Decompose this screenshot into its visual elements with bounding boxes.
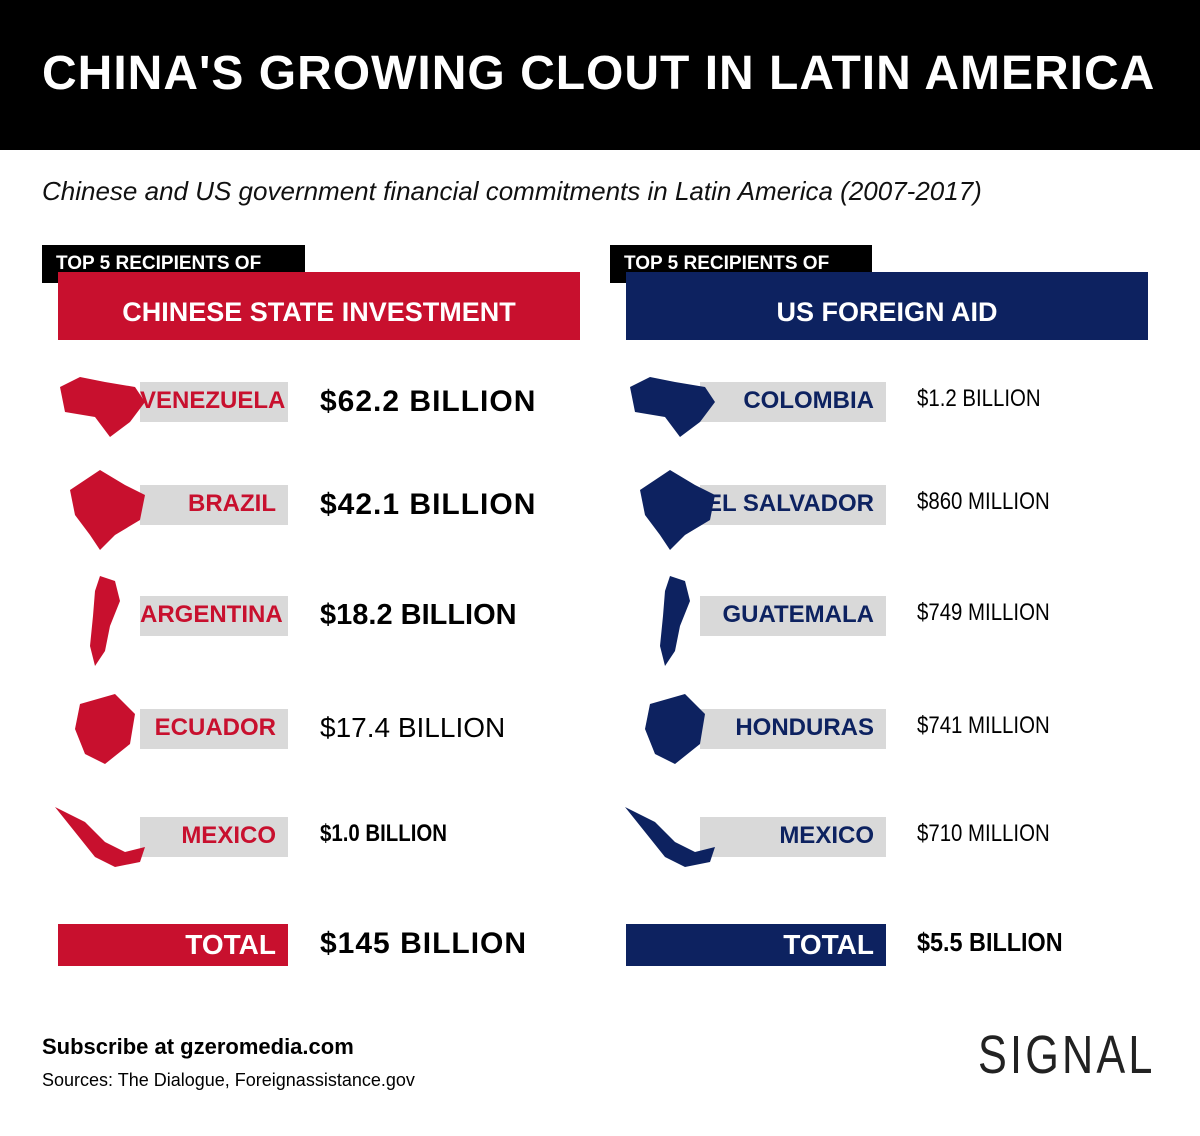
amount: $741 MILLION <box>917 712 1050 739</box>
country: MEXICO <box>181 822 276 849</box>
sources: Sources: The Dialogue, Foreignassistance… <box>42 1070 415 1090</box>
heading: CHINESE STATE INVESTMENT <box>58 272 580 340</box>
row-bg <box>700 709 886 749</box>
row-bg <box>700 596 886 636</box>
total-label: TOTAL <box>58 924 288 966</box>
country: HONDURAS <box>735 714 874 741</box>
row-bg <box>700 382 886 422</box>
amount: $710 MILLION <box>917 820 1050 847</box>
country: MEXICO <box>779 822 874 849</box>
row-bg <box>700 817 886 857</box>
country: ECUADOR <box>154 714 276 741</box>
row-bg <box>140 709 288 749</box>
row-bg <box>140 817 288 857</box>
country: GUATEMALA <box>722 601 874 628</box>
subscribe: Subscribe at gzeromedia.com <box>42 1034 354 1059</box>
country-map <box>55 807 145 867</box>
row-bg <box>700 485 886 525</box>
country-map <box>60 377 145 437</box>
amount: $62.2 BILLION <box>320 385 537 418</box>
country: COLOMBIA <box>743 387 874 414</box>
country-map <box>660 576 690 666</box>
heading: US FOREIGN AID <box>626 272 1148 340</box>
amount: $17.4 BILLION <box>320 712 506 743</box>
total: $145 BILLION <box>320 927 528 960</box>
subtitle: Chinese and US government financial comm… <box>42 176 982 206</box>
row-bg <box>140 596 288 636</box>
header-band <box>0 0 1200 150</box>
country-map <box>90 576 120 666</box>
amount: $749 MILLION <box>917 599 1050 626</box>
amount: $1.2 BILLION <box>917 385 1041 412</box>
logo: SIGNAL <box>978 1025 1156 1085</box>
amount: $860 MILLION <box>917 488 1050 515</box>
country: VENEZUELA <box>140 387 286 414</box>
total-label: TOTAL <box>626 924 886 966</box>
row-bg <box>140 485 288 525</box>
amount: $18.2 BILLION <box>320 599 517 631</box>
total: $5.5 BILLION <box>917 927 1063 957</box>
country-map <box>70 470 145 550</box>
row-bg <box>140 382 288 422</box>
title: CHINA'S GROWING CLOUT IN LATIN AMERICA <box>42 47 1156 100</box>
amount: $1.0 BILLION <box>320 820 447 847</box>
country: EL SALVADOR <box>705 490 874 517</box>
country: BRAZIL <box>188 490 276 517</box>
country-map <box>645 694 705 764</box>
amount: $42.1 BILLION <box>320 488 537 521</box>
country-map <box>75 694 135 764</box>
country: ARGENTINA <box>140 601 283 628</box>
